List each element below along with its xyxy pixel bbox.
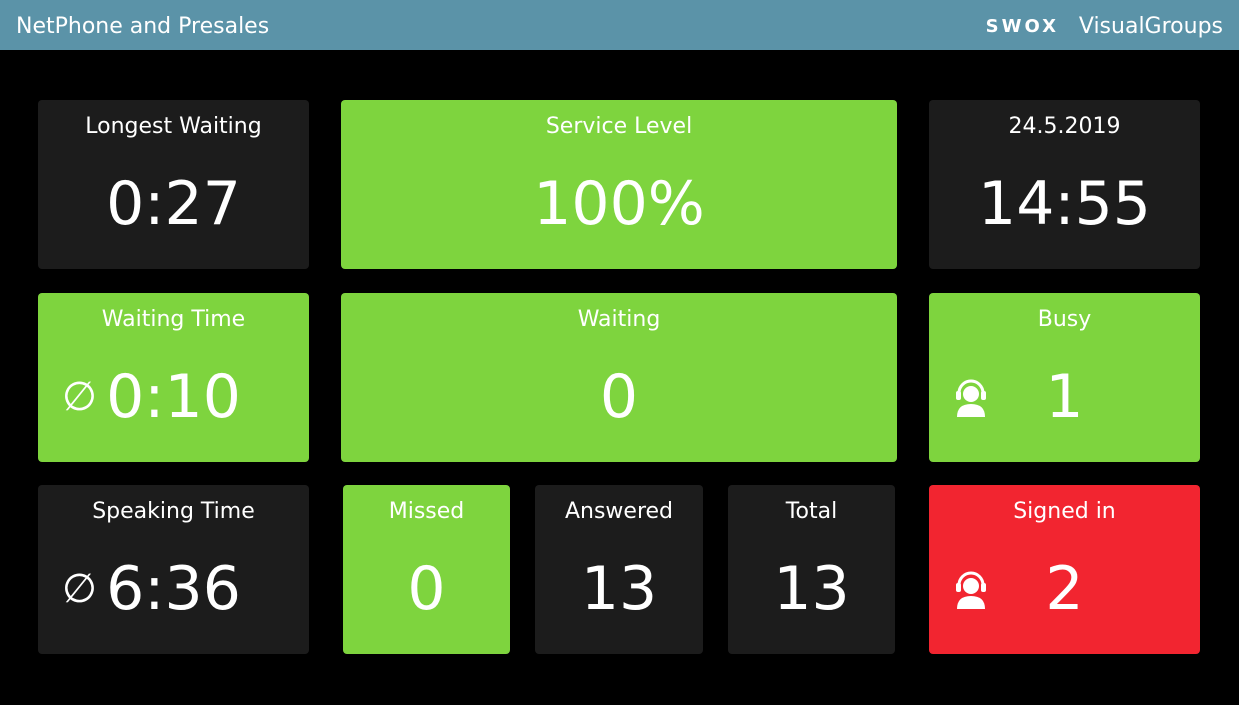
tile-label: Waiting Time	[101, 307, 246, 332]
tile: Missed 0	[343, 485, 510, 654]
tile: Service Level 100%	[341, 100, 897, 269]
tile-value: 0:10	[106, 362, 241, 432]
tile-value: 0	[407, 554, 446, 624]
brand: VisualGroups	[1078, 14, 1223, 39]
tile: 24.5.2019 14:55	[929, 100, 1200, 269]
tile: Longest Waiting 0:27	[38, 100, 309, 269]
tile-value: 0:27	[106, 169, 241, 239]
tile-value: 2	[1045, 554, 1084, 624]
tile-label: Service Level	[545, 114, 693, 139]
tile-value: 0	[599, 362, 639, 432]
tile-label: Total	[785, 499, 838, 524]
tile: Signed in 2	[929, 485, 1200, 654]
header-title: NetPhone and Presales	[16, 14, 270, 39]
tile-label: Missed	[388, 499, 465, 524]
headset-icon	[956, 379, 986, 417]
tile-value: 1	[1045, 362, 1084, 432]
tile-label: Signed in	[1013, 499, 1116, 524]
tile: Waiting 0	[341, 293, 897, 462]
tile: Speaking Time 6:36 ∅	[38, 485, 309, 654]
tile: Total 13	[728, 485, 895, 654]
average-symbol: ∅	[62, 374, 97, 420]
tile: Answered 13	[535, 485, 703, 654]
tile-value: 13	[580, 554, 658, 624]
average-symbol: ∅	[62, 566, 97, 612]
tile-label: Speaking Time	[92, 499, 255, 524]
headset-icon	[956, 571, 986, 609]
tile-value: 13	[773, 554, 850, 624]
agent-icon	[953, 569, 989, 609]
tile-value: 100%	[533, 169, 705, 239]
tile-value: 14:55	[978, 169, 1151, 239]
tile-label: Longest Waiting	[85, 114, 262, 139]
tile-value: 6:36	[106, 554, 241, 624]
tile-label: Answered	[564, 499, 674, 524]
tile-label: Busy	[1037, 307, 1092, 332]
tile: Waiting Time 0:10 ∅	[38, 293, 309, 462]
header-bar: NetPhone and Presales SWOX VisualGroups	[0, 0, 1239, 50]
tile-label: Waiting	[577, 307, 661, 332]
tile: Busy 1	[929, 293, 1200, 462]
agent-icon	[953, 377, 989, 417]
logo: SWOX	[985, 16, 1059, 37]
tile-label: 24.5.2019	[1008, 114, 1121, 139]
